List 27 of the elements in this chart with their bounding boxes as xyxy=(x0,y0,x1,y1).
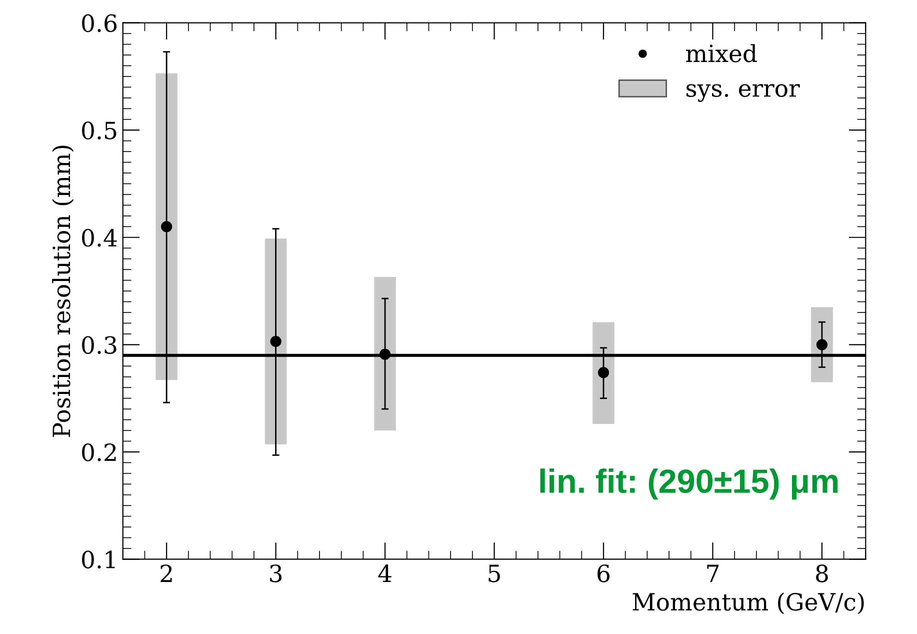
point xyxy=(379,348,391,360)
x-tick-label: 5 xyxy=(488,564,500,582)
y-tick-label: 0.2 xyxy=(82,443,116,462)
y-tick-label: 0.4 xyxy=(82,228,117,247)
x-tick-label: 8 xyxy=(816,564,828,582)
x-axis-title: Momentum (GeV/c) xyxy=(632,592,864,614)
y-tick-label: 0.6 xyxy=(82,14,117,32)
point xyxy=(161,221,172,232)
x-tick-label: 2 xyxy=(160,564,172,582)
y-tick-label: 0.1 xyxy=(82,550,115,568)
y-axis-title: Position resolution (mm) xyxy=(52,146,74,437)
bar xyxy=(374,277,396,430)
x-tick-label: 7 xyxy=(707,564,719,582)
bar xyxy=(156,73,178,380)
bar xyxy=(592,322,614,424)
y-tick-label: 0.5 xyxy=(82,122,116,140)
annotation: lin. fit: (290±15) μm xyxy=(540,468,838,500)
x-tick-label: 4 xyxy=(378,564,392,582)
y-tick-label: 0.3 xyxy=(82,336,116,354)
x-tick-label: 3 xyxy=(270,564,282,582)
point xyxy=(816,339,828,350)
legend-label: mixed xyxy=(686,44,757,62)
point xyxy=(270,336,282,347)
bar xyxy=(264,238,287,444)
x-tick-label: 6 xyxy=(598,564,610,582)
point xyxy=(598,366,610,378)
legend-label: sys. error xyxy=(686,84,800,102)
